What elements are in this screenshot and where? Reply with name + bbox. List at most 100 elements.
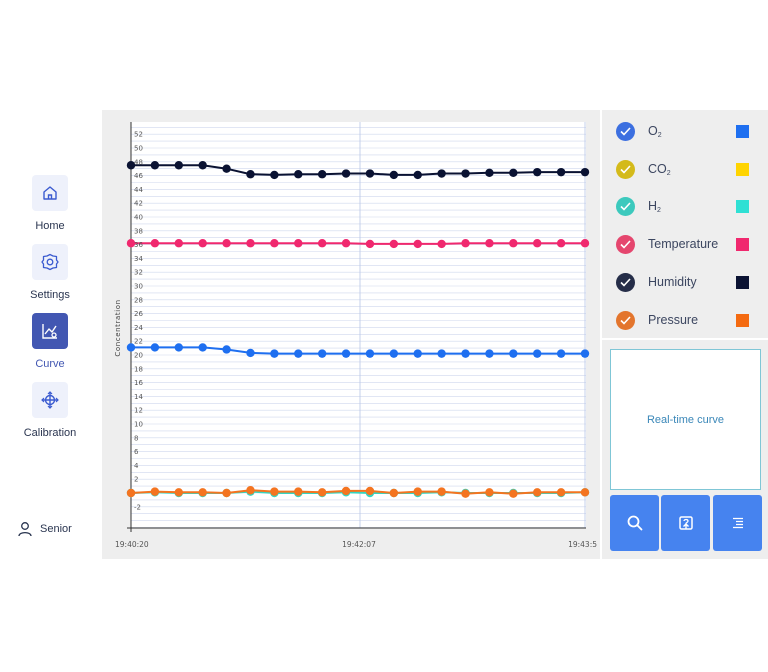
series-humidity [126, 161, 590, 180]
chart-grid [131, 122, 586, 528]
chart-axes [127, 122, 586, 532]
legend-item[interactable]: Temperature [602, 227, 768, 263]
legend-checkbox[interactable] [616, 310, 635, 330]
data-point [389, 239, 399, 249]
search-button[interactable] [610, 495, 659, 551]
data-point [246, 348, 255, 358]
curve-button[interactable] [32, 313, 68, 349]
legend-checkbox[interactable] [616, 197, 635, 217]
data-point [341, 169, 351, 178]
series-temperature [126, 239, 590, 249]
legend-item[interactable]: CO2 [602, 152, 768, 188]
data-point [270, 170, 279, 180]
settings-button[interactable] [32, 244, 68, 280]
nav-item-curve[interactable]: Curve [0, 313, 100, 370]
user-account[interactable]: Senior [18, 521, 72, 537]
gear-icon [41, 253, 59, 271]
legend-label: Pressure [648, 312, 699, 327]
legend-item[interactable]: Humidity [602, 265, 768, 301]
legend-swatch [736, 238, 749, 252]
data-point [270, 349, 279, 358]
y-tick-label: 12 [134, 407, 143, 415]
export-icon [678, 516, 693, 530]
x-tick-label: 19:42:07 [342, 540, 376, 549]
check-icon [620, 315, 631, 325]
data-point [294, 239, 303, 248]
nav-item-calibration[interactable]: Calibration [0, 382, 100, 439]
data-point [413, 239, 422, 249]
legend-checkbox[interactable] [616, 122, 635, 141]
menu-button[interactable] [713, 495, 762, 551]
y-tick-label: 46 [134, 172, 143, 180]
legend-item[interactable]: Pressure [602, 303, 768, 339]
data-point [509, 489, 518, 498]
export-button[interactable] [661, 495, 710, 551]
data-point [533, 239, 542, 248]
data-point [174, 161, 183, 170]
home-icon [43, 186, 57, 200]
series-pressure [126, 486, 590, 498]
data-point [150, 487, 160, 496]
y-tick-label: 30 [134, 283, 143, 291]
data-point [317, 170, 327, 179]
y-tick-label: 52 [134, 131, 143, 139]
data-point [437, 349, 446, 358]
y-tick-label: 34 [134, 255, 143, 263]
nav-item-home[interactable]: Home [0, 175, 100, 232]
y-tick-label: 38 [134, 227, 143, 235]
y-tick-label: 24 [134, 324, 143, 332]
legend-label: CO2 [648, 161, 671, 177]
data-point [389, 488, 399, 498]
data-point [485, 488, 494, 497]
data-point [126, 343, 136, 352]
data-point [150, 161, 160, 170]
data-point [437, 487, 446, 496]
data-point [461, 169, 470, 178]
data-point [556, 239, 566, 248]
data-point [485, 349, 494, 358]
concentration-chart: -224681012141618202224262830323436384042… [114, 122, 597, 549]
nav-label-curve: Curve [35, 358, 65, 370]
data-point [246, 486, 255, 495]
legend-panel: O2 CO2 H2 Temperature Humidity Pressure [602, 110, 768, 338]
calibration-button[interactable] [32, 382, 68, 418]
legend-swatch [736, 313, 749, 327]
data-point [150, 239, 160, 248]
realtime-curve-box: Real-time curve [610, 349, 761, 490]
check-icon [620, 278, 631, 287]
data-point [246, 170, 255, 179]
realtime-curve-label: Real-time curve [646, 413, 725, 426]
data-point [533, 488, 542, 497]
check-icon [620, 202, 631, 212]
legend-swatch [736, 162, 749, 176]
legend-checkbox[interactable] [616, 159, 635, 179]
data-point [580, 488, 590, 497]
data-point [126, 239, 136, 248]
legend-checkbox[interactable] [616, 235, 635, 255]
data-point [509, 239, 518, 248]
y-tick-label: 2 [134, 476, 138, 484]
data-point [294, 170, 303, 179]
data-point [461, 239, 470, 248]
data-point [246, 239, 255, 248]
y-tick-label: 40 [134, 214, 143, 222]
y-tick-label: 28 [134, 296, 143, 304]
curve-icon [42, 324, 57, 339]
legend-item[interactable]: H2 [602, 189, 768, 225]
legend-checkbox[interactable] [616, 272, 635, 292]
data-point [174, 239, 183, 248]
user-label: Senior [40, 523, 72, 535]
legend-swatch [736, 125, 749, 138]
data-point [126, 161, 136, 170]
y-tick-label: 42 [134, 200, 143, 208]
home-button[interactable] [32, 175, 68, 211]
data-point [198, 161, 207, 170]
data-point [580, 167, 590, 177]
nav-item-settings[interactable]: Settings [0, 244, 100, 301]
data-point [580, 349, 590, 358]
y-tick-label: 14 [134, 393, 143, 401]
legend-item[interactable]: O2 [602, 114, 768, 150]
y-tick-label: 6 [134, 448, 139, 456]
y-tick-label: 48 [134, 158, 143, 166]
y-tick-label: 16 [134, 379, 143, 387]
